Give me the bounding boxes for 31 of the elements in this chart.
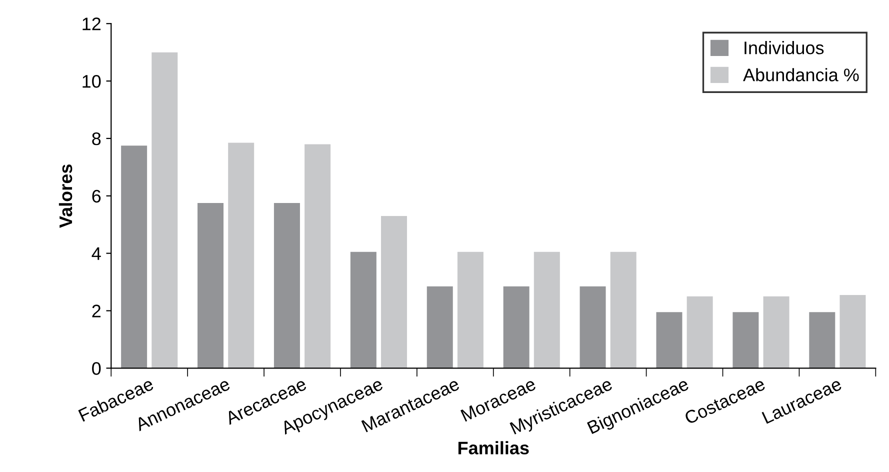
bar	[503, 286, 530, 368]
bar	[763, 296, 790, 368]
y-tick-label: 8	[92, 132, 101, 146]
x-axis-title: Familias	[458, 441, 529, 454]
bar	[274, 203, 300, 368]
bar	[457, 252, 484, 368]
bar	[732, 312, 759, 368]
bar	[610, 252, 636, 368]
bar	[121, 146, 148, 368]
bar	[228, 142, 254, 368]
bar	[381, 216, 407, 368]
bar	[304, 144, 331, 368]
bar	[580, 286, 606, 368]
y-tick-label: 10	[82, 74, 101, 88]
bar	[809, 312, 836, 368]
bar	[840, 294, 866, 368]
bar	[534, 252, 560, 368]
y-tick-label: 2	[92, 304, 100, 318]
y-tick-label: 0	[92, 362, 101, 375]
y-axis-title: Valores	[58, 164, 72, 228]
bar	[152, 52, 178, 368]
y-tick-label: 6	[92, 190, 101, 203]
bar	[198, 203, 224, 368]
legend-label: Abundancia %	[743, 68, 859, 82]
y-tick-label: 4	[92, 247, 101, 260]
legend-label: Individuos	[744, 41, 824, 54]
bar	[350, 252, 376, 368]
bar	[656, 312, 682, 368]
bar	[426, 286, 453, 368]
y-tick-label: 12	[82, 18, 100, 30]
bar	[686, 296, 713, 368]
